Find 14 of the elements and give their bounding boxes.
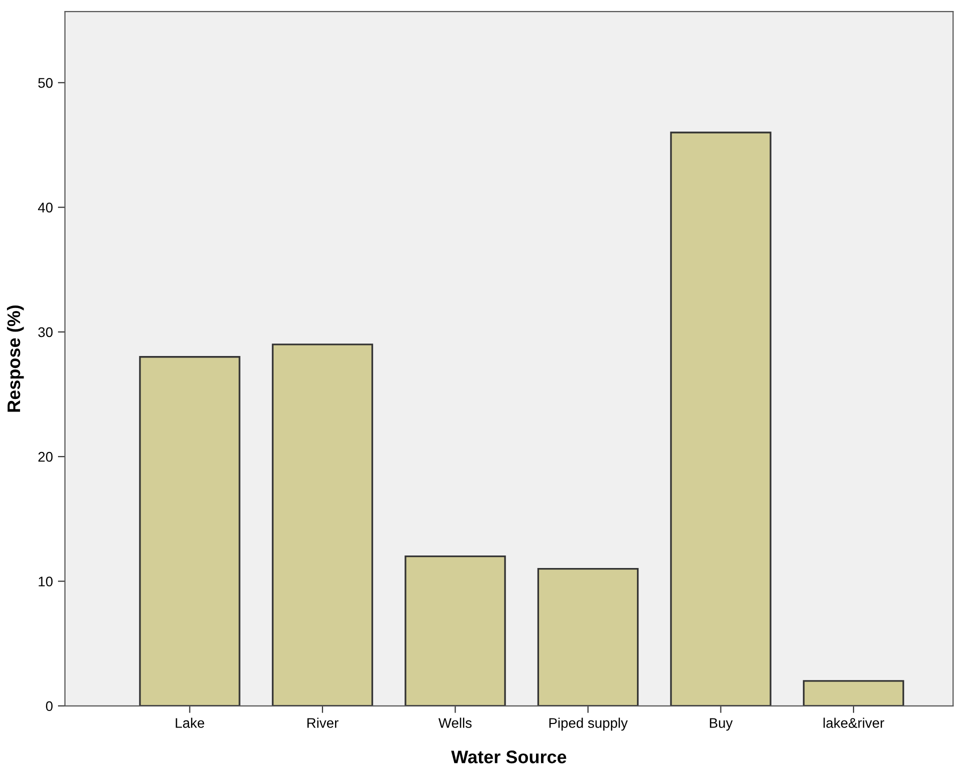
x-tick-label: Buy (710, 718, 733, 731)
x-tick-label: Wells (438, 718, 472, 728)
y-tick-label: 0 (46, 701, 53, 712)
x-tick-label: Piped supply (549, 718, 628, 731)
x-tick-label: River (307, 718, 338, 728)
x-tick-label: lake&river (824, 718, 884, 728)
y-tick-label: 20 (38, 452, 53, 462)
x-tick-label: Lake (176, 718, 204, 728)
y-tick-label: 10 (38, 576, 53, 586)
y-tick-label: 30 (38, 327, 53, 338)
x-axis-title: Water Source (451, 750, 566, 764)
y-tick-label: 50 (38, 78, 53, 88)
y-axis-title: Respose (%) (6, 305, 24, 412)
y-tick-label: 40 (38, 202, 53, 212)
